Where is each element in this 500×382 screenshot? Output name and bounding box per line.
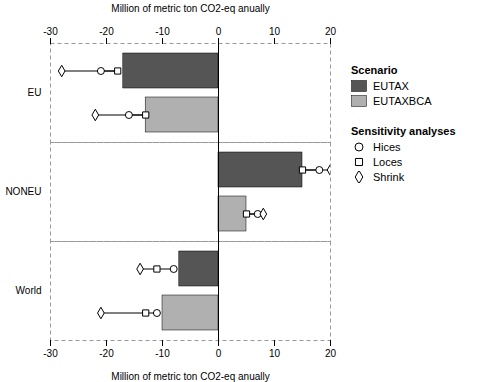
svg-text:-30: -30 (43, 26, 58, 37)
svg-text:NONEU: NONEU (5, 186, 41, 197)
html-text:Scenario: Scenario (351, 64, 398, 76)
html-text:Loces: Loces (373, 156, 403, 168)
svg-text:World: World (16, 285, 42, 296)
svg-text:0: 0 (216, 26, 222, 37)
svg-text:-20: -20 (99, 26, 114, 37)
svg-text:Million of metric ton CO2-eq a: Million of metric ton CO2-eq anually (111, 371, 269, 382)
svg-text:0: 0 (216, 348, 222, 359)
svg-text:-10: -10 (155, 26, 170, 37)
svg-text:-20: -20 (99, 348, 114, 359)
svg-text:10: 10 (269, 26, 281, 37)
html-text:Sensitivity analyses: Sensitivity analyses (351, 125, 456, 137)
html-text:EUTAXBCA: EUTAXBCA (373, 95, 432, 107)
svg-text:20: 20 (325, 26, 337, 37)
svg-text:EU: EU (28, 87, 42, 98)
html-text:Shrink: Shrink (373, 171, 405, 183)
svg-text:20: 20 (325, 348, 337, 359)
svg-text:10: 10 (269, 348, 281, 359)
html-text:EUTAX: EUTAX (373, 80, 409, 92)
svg-text:Million of metric ton CO2-eq a: Million of metric ton CO2-eq anually (111, 3, 269, 14)
html-text:Hices: Hices (373, 141, 401, 153)
svg-text:-30: -30 (43, 348, 58, 359)
svg-text:-10: -10 (155, 348, 170, 359)
